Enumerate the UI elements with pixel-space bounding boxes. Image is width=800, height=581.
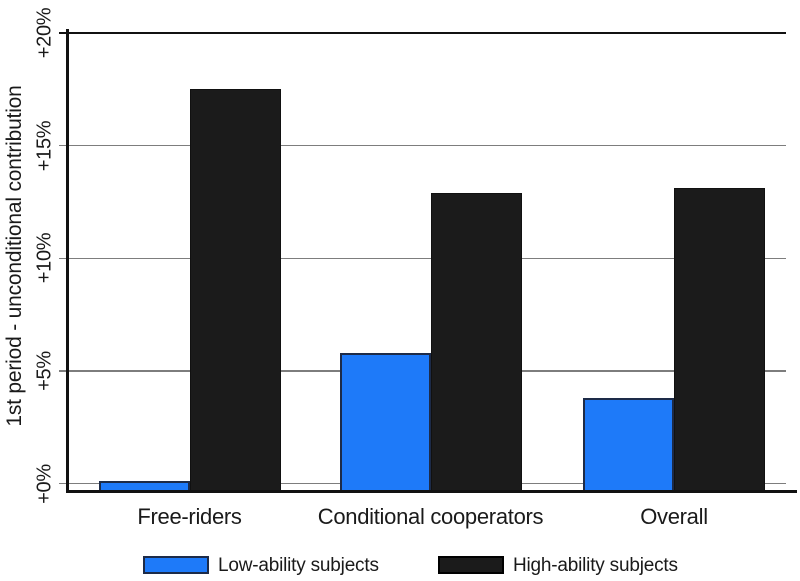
- gridline-10pct: [59, 257, 786, 259]
- legend-swatch-low-ability-subjects: [143, 556, 209, 574]
- y-axis-spine: [66, 29, 69, 493]
- bar-free-riders-high-ability-subjects: [189, 89, 281, 492]
- gridline-20pct: [59, 32, 786, 34]
- x-category-label-free-riders: Free-riders: [137, 504, 242, 529]
- legend-label-high-ability-subjects: High-ability subjects: [513, 555, 678, 576]
- legend-swatch-high-ability-subjects: [438, 556, 504, 574]
- x-axis-spine: [66, 490, 797, 493]
- x-category-label-conditional-cooperators: Conditional cooperators: [317, 504, 544, 529]
- gridline-15pct: [59, 144, 786, 147]
- x-category-label-overall: Overall: [640, 504, 708, 529]
- bar-conditional-cooperators-low-ability-subjects: [339, 352, 431, 492]
- bar-conditional-cooperators-high-ability-subjects: [430, 192, 522, 492]
- legend-label-low-ability-subjects: Low-ability subjects: [218, 555, 379, 576]
